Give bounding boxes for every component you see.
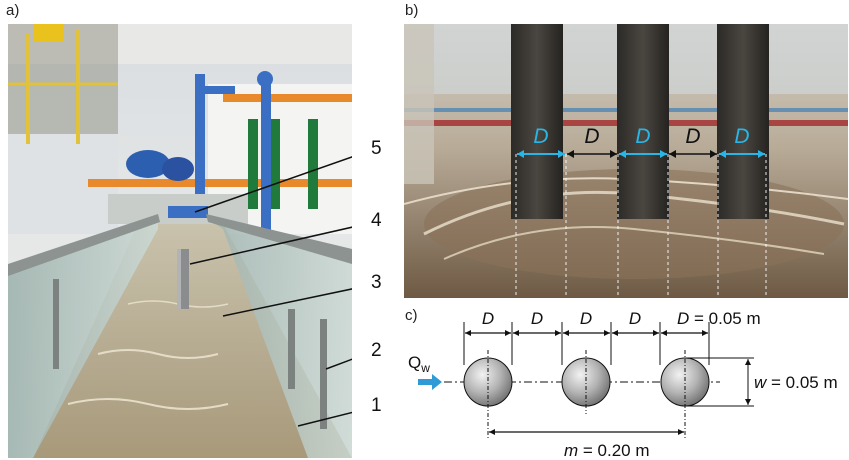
piles-photo: D D D D D (404, 24, 848, 298)
w-label: w = 0.05 m (754, 373, 838, 392)
d-dimension-arrows (465, 330, 708, 336)
spacing-label-1: D (533, 125, 548, 148)
d-label-2: D (531, 309, 543, 328)
m-value: = 0.20 m (578, 441, 649, 460)
flume-photo (8, 24, 352, 458)
leader-1 (297, 411, 352, 427)
pile-1 (511, 24, 563, 219)
d-label-3: D (580, 309, 592, 328)
leader-5 (194, 156, 352, 213)
layout-diagram: D D D D D = 0.05 m Qw w = 0.05 m m = 0.2… (408, 309, 838, 460)
leader-2 (325, 358, 352, 370)
callout-3: 3 (371, 272, 382, 293)
w-value: = 0.05 m (766, 373, 837, 392)
callout-2: 2 (371, 340, 382, 361)
spacing-label-2: D (584, 125, 599, 148)
d-label-1: D (482, 309, 494, 328)
leader-3 (222, 288, 352, 317)
d-label-with-value: D = 0.05 m (677, 309, 761, 328)
spacing-label-5: D (734, 125, 749, 148)
w-dimension (685, 357, 754, 407)
d-value: = 0.05 m (689, 309, 760, 328)
flow-symbol: Q (408, 353, 421, 372)
m-symbol: m (564, 441, 578, 460)
piles-photo-drawing: D D D D D (404, 24, 848, 298)
callout-4: 4 (371, 210, 382, 231)
pile-2 (617, 24, 669, 219)
flow-subscript: w (420, 361, 430, 375)
callout-1: 1 (371, 395, 382, 416)
d-symbol: D (677, 309, 689, 328)
flow-label: Qw (408, 353, 430, 375)
panel-label-b: b) (405, 2, 419, 19)
pile-3 (717, 24, 769, 219)
panel-label-c: c) (405, 307, 418, 324)
pile-axis-lines (487, 350, 686, 440)
w-symbol: w (754, 373, 768, 392)
pile-edge-guides (515, 154, 767, 298)
m-dimension (489, 429, 684, 435)
spacing-arrows (517, 150, 765, 158)
flow-arrow (418, 374, 442, 390)
d-label-4: D (629, 309, 641, 328)
flume-photo-drawing (8, 24, 352, 458)
spacing-label-3: D (635, 125, 650, 148)
panel-label-a: a) (6, 2, 20, 19)
spacing-label-4: D (685, 125, 700, 148)
callout-5: 5 (371, 138, 382, 159)
m-label: m = 0.20 m (564, 441, 650, 460)
leader-4 (189, 226, 352, 265)
